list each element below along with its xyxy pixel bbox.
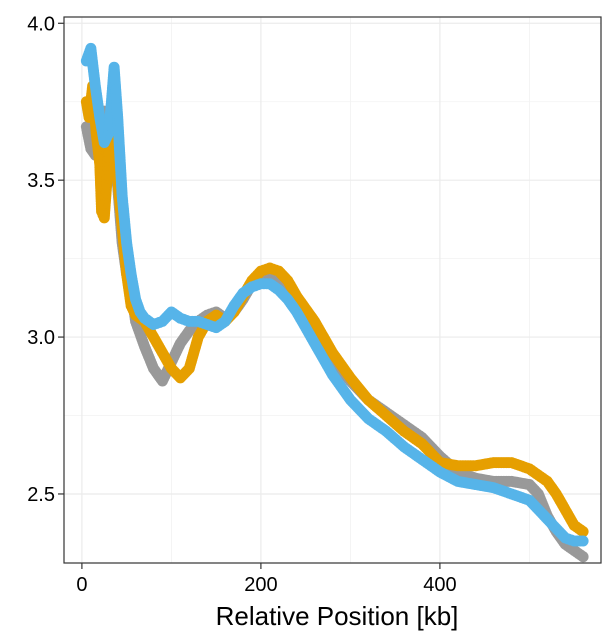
y-tick-label: 3.0 [27, 327, 55, 349]
series-3 [80, 42, 589, 547]
y-tick-label: 2.5 [27, 484, 55, 506]
x-axis: 0 200 400 [76, 563, 457, 596]
y-axis: 2.5 3.0 3.5 4.0 [27, 13, 64, 506]
plot-panel [64, 17, 601, 563]
y-tick-label: 4.0 [27, 13, 55, 35]
data-point [577, 526, 589, 538]
data-point [577, 551, 589, 563]
x-axis-title: Relative Position [kb] [216, 601, 459, 631]
x-tick-label: 0 [76, 574, 87, 596]
x-tick-label: 400 [423, 574, 456, 596]
plot-border [63, 16, 602, 564]
data-point [577, 535, 589, 547]
data-points [80, 42, 589, 563]
y-tick-label: 3.5 [27, 170, 55, 192]
x-tick-label: 200 [244, 574, 277, 596]
minor-gridlines [64, 17, 601, 563]
